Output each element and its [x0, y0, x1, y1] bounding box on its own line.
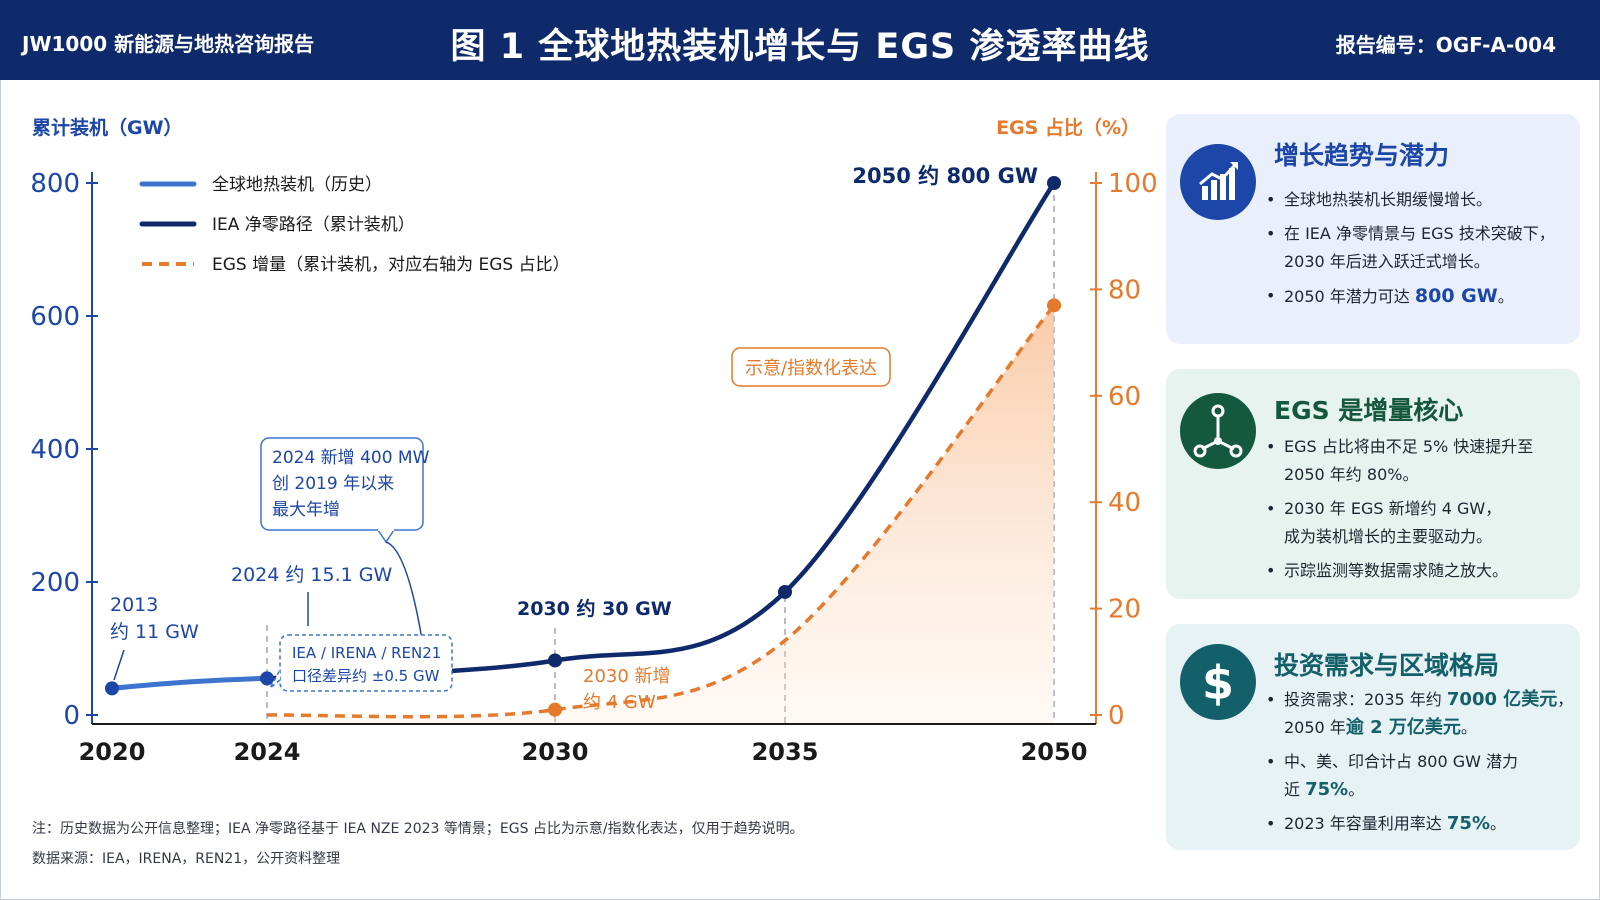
data-point-iea: [548, 653, 562, 668]
x-ticks: 2020 2024 2030 2035 2050: [79, 738, 1088, 766]
panel-egs-title: EGS 是增量核心: [1274, 396, 1464, 425]
callout-source-diff: IEA / IRENA / REN21 口径差异约 ±0.5 GW: [269, 634, 453, 692]
page-title: 图 1 全球地热装机增长与 EGS 渗透率曲线: [450, 27, 1150, 67]
callout-source-line2: 口径差异约 ±0.5 GW: [292, 667, 440, 685]
y-right-tick-label: 20: [1108, 595, 1141, 625]
x-tick-label: 2050: [1021, 738, 1088, 766]
bar-chart-trend-icon: [1180, 144, 1256, 220]
annotation-egs-2030-line1: 2030 新增: [583, 666, 671, 687]
data-point-historical: [260, 671, 274, 686]
callout-2024-line3: 最大年增: [272, 500, 340, 520]
list-item: 在 IEA 净零情景与 EGS 技术突破下，2030 年后进入跃迁式增长。: [1266, 220, 1555, 276]
y-right-tick-label: 100: [1108, 169, 1158, 199]
dollar-icon: $: [1180, 644, 1256, 720]
annotation-2013-leader: [113, 649, 125, 681]
callout-2024-record: 2024 新增 400 MW 创 2019 年以来 最大年增: [260, 437, 430, 673]
data-point-iea: [1047, 176, 1061, 190]
y-left-tick-label: 200: [30, 568, 80, 598]
chart: 累计装机（GW） EGS 占比（%） 0 200 400 600 800 0 20 40 60…: [30, 116, 1158, 766]
svg-text:$: $: [1202, 656, 1234, 710]
x-tick-label: 2024: [234, 738, 301, 766]
list-item: 2023 年容量利用率达 75%。: [1266, 810, 1573, 838]
egs-area-fill: [267, 305, 1054, 724]
legend-label-historical: 全球地热装机（历史）: [212, 175, 382, 195]
data-point-egs: [548, 702, 562, 717]
list-item: 全球地热装机长期缓慢增长。: [1266, 186, 1555, 214]
y-left-tick-label: 400: [30, 435, 80, 465]
list-item: 2030 年 EGS 新增约 4 GW，成为装机增长的主要驱动力。: [1266, 495, 1533, 551]
y-right-axis-label: EGS 占比（%）: [996, 116, 1140, 139]
legend-label-egs: EGS 增量（累计装机，对应右轴为 EGS 占比）: [212, 255, 570, 275]
y-left-ticks: 0 200 400 600 800: [30, 169, 98, 731]
y-left-tick-label: 600: [30, 302, 80, 332]
list-item: 投资需求：2035 年约 7000 亿美元，2050 年逾 2 万亿美元。: [1266, 686, 1573, 742]
y-left-axis-label: 累计装机（GW）: [32, 116, 183, 139]
data-point-historical: [105, 681, 119, 696]
series-points: [105, 176, 1061, 717]
panel-growth: 增长趋势与潜力 全球地热装机长期缓慢增长。 在 IEA 净零情景与 EGS 技术…: [1166, 114, 1580, 344]
y-right-tick-label: 80: [1108, 275, 1141, 305]
x-tick-label: 2030: [522, 738, 589, 766]
y-right-ticks: 0 20 40 60 80 100: [1090, 169, 1158, 731]
annotation-2024: 2024 约 15.1 GW: [231, 564, 393, 586]
panel-growth-list: 全球地热装机长期缓慢增长。 在 IEA 净零情景与 EGS 技术突破下，2030…: [1266, 186, 1555, 317]
annotation-2013-value: 约 11 GW: [110, 621, 199, 643]
panel-investment-list: 投资需求：2035 年约 7000 亿美元，2050 年逾 2 万亿美元。 中、…: [1266, 686, 1573, 844]
callout-2024-line1: 2024 新增 400 MW: [272, 448, 430, 468]
legend: 全球地热装机（历史） IEA 净零路径（累计装机） EGS 增量（累计装机，对应…: [139, 175, 570, 275]
y-left-tick-label: 800: [30, 169, 80, 199]
header-bar: JW1000 新能源与地热咨询报告 图 1 全球地热装机增长与 EGS 渗透率曲…: [0, 0, 1600, 80]
list-item: 中、美、印合计占 800 GW 潜力近 75%。: [1266, 748, 1573, 804]
callout-source-line1: IEA / IRENA / REN21: [292, 644, 441, 662]
annotation-2050: 2050 约 800 GW: [852, 164, 1038, 188]
annotation-egs-2030-line2: 约 4 GW: [583, 692, 656, 713]
list-item: 2050 年潜力可达 800 GW。: [1266, 282, 1555, 311]
x-tick-label: 2035: [752, 738, 819, 766]
y-right-tick-label: 0: [1108, 701, 1125, 731]
annotation-2013-year: 2013: [110, 594, 158, 616]
callout-2024-line2: 创 2019 年以来: [272, 474, 394, 494]
annotation-2030: 2030 约 30 GW: [517, 597, 672, 620]
series-line-historical: [109, 675, 270, 691]
data-source: 数据来源：IEA，IRENA，REN21，公开资料整理: [32, 851, 341, 867]
data-point-iea: [778, 584, 792, 599]
list-item: 示踪监测等数据需求随之放大。: [1266, 557, 1533, 585]
org-name: JW1000 新能源与地热咨询报告: [22, 32, 315, 56]
illustrative-tag: 示意/指数化表达: [731, 347, 891, 387]
panel-growth-title: 增长趋势与潜力: [1274, 141, 1450, 170]
y-right-tick-label: 40: [1108, 488, 1141, 518]
series-line-egs: [266, 304, 1056, 719]
panel-investment-title: 投资需求与区域格局: [1274, 651, 1500, 680]
illustrative-tag-label: 示意/指数化表达: [745, 358, 877, 379]
legend-label-iea: IEA 净零路径（累计装机）: [212, 215, 415, 235]
report-code: 报告编号：OGF-A-004: [1335, 33, 1556, 57]
x-tick-label: 2020: [79, 738, 146, 766]
footnote: 注：历史数据为公开信息整理；IEA 净零路径基于 IEA NZE 2023 等情…: [32, 821, 804, 837]
network-node-icon: [1180, 393, 1256, 469]
y-right-tick-label: 60: [1108, 382, 1141, 412]
data-point-egs: [1047, 298, 1061, 313]
y-left-tick-label: 0: [63, 701, 80, 731]
panel-investment: $ 投资需求与区域格局 投资需求：2035 年约 7000 亿美元，2050 年…: [1166, 624, 1580, 850]
